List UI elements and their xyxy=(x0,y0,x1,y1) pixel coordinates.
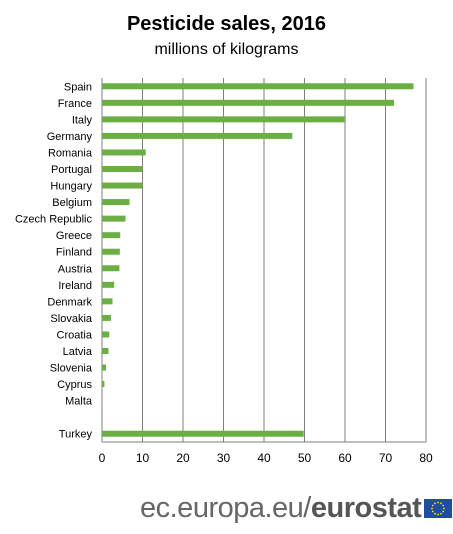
bar xyxy=(102,430,304,437)
bar xyxy=(102,83,414,90)
bar-chart: 0 10 20 30 40 50 60 70 80 Spain France Italy Germany… xyxy=(15,78,433,465)
category-label: Finland xyxy=(56,247,92,259)
category-label: France xyxy=(58,98,92,110)
category-label: Germany xyxy=(47,131,93,143)
chart-subtitle: millions of kilograms xyxy=(154,41,299,58)
flag-star xyxy=(440,512,443,515)
category-label: Romania xyxy=(48,147,93,159)
bar xyxy=(102,182,143,189)
bar xyxy=(102,199,130,206)
category-label: Latvia xyxy=(63,346,93,358)
bar xyxy=(102,314,111,321)
bar xyxy=(102,132,293,139)
flag-star xyxy=(437,501,440,503)
bar xyxy=(102,265,120,272)
flag-star xyxy=(431,507,434,509)
bar xyxy=(102,99,395,106)
flag-star xyxy=(434,501,437,504)
category-label: Denmark xyxy=(47,296,92,308)
category-label: Portugal xyxy=(51,164,92,176)
bar xyxy=(102,232,121,239)
flag-star xyxy=(437,513,440,515)
flag-star xyxy=(434,512,437,515)
x-tick-label: 0 xyxy=(99,451,106,465)
x-tick-label: 40 xyxy=(257,451,271,465)
bar xyxy=(102,331,110,338)
bar xyxy=(102,364,107,371)
category-label: Austria xyxy=(58,263,93,275)
category-label: Italy xyxy=(72,114,93,126)
x-tick-label: 10 xyxy=(136,451,150,465)
flag-star xyxy=(432,510,434,512)
flag-star xyxy=(442,510,445,512)
x-tick-label: 80 xyxy=(419,451,433,465)
category-label: Slovenia xyxy=(50,363,93,375)
bar xyxy=(102,166,143,172)
bar xyxy=(102,348,109,354)
bar xyxy=(102,298,113,305)
bar xyxy=(102,248,120,255)
x-tick-label: 30 xyxy=(217,451,231,465)
category-label: Turkey xyxy=(59,429,93,441)
category-label: Malta xyxy=(65,396,93,408)
eu-flag-icon xyxy=(424,498,453,518)
bar xyxy=(102,381,105,388)
x-tick-label: 50 xyxy=(298,451,312,465)
x-tick-label: 60 xyxy=(338,451,352,465)
category-label: Hungary xyxy=(50,181,92,193)
category-label: Croatia xyxy=(57,329,93,341)
bar xyxy=(102,215,126,222)
category-label: Greece xyxy=(56,230,92,242)
category-label: Belgium xyxy=(52,197,92,209)
category-label: Cyprus xyxy=(57,379,92,391)
chart-title: Pesticide sales, 2016 xyxy=(126,13,327,35)
flag-star xyxy=(443,507,446,509)
category-label: Spain xyxy=(64,81,92,93)
flag-star xyxy=(440,501,443,504)
category-label: Slovakia xyxy=(50,313,92,325)
eurostat-footer: ec.europa.eu/ eurostat xyxy=(140,488,453,528)
footer-brand: eurostat xyxy=(310,491,422,524)
bar xyxy=(102,149,146,156)
bar xyxy=(102,116,345,123)
x-tick-label: 20 xyxy=(176,451,190,465)
category-label: Ireland xyxy=(58,280,92,292)
flag-star xyxy=(432,504,434,506)
flag-star xyxy=(442,504,445,506)
bar xyxy=(102,281,115,288)
footer-url: ec.europa.eu/ xyxy=(140,491,311,524)
x-tick-label: 70 xyxy=(379,451,393,465)
category-label: Czech Republic xyxy=(15,214,93,226)
